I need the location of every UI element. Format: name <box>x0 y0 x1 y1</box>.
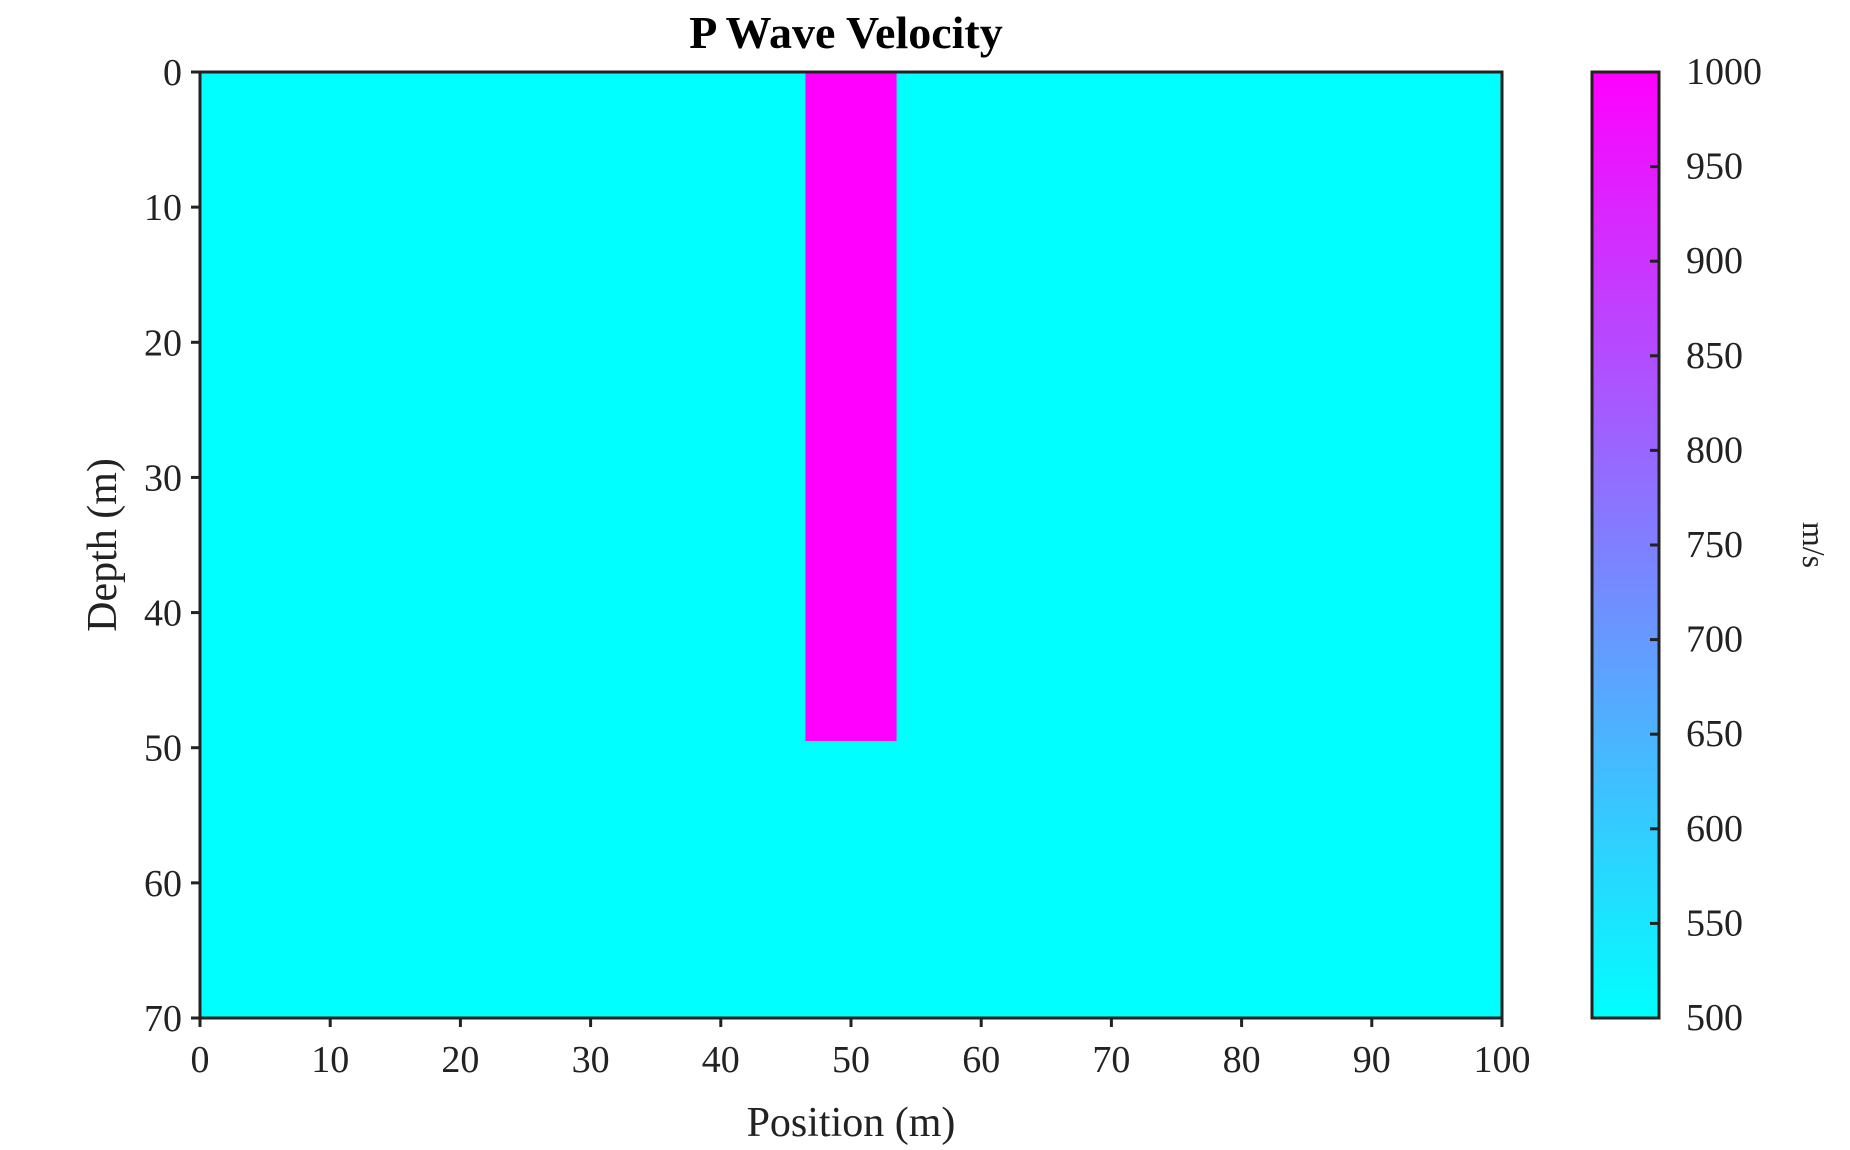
x-tick-label: 50 <box>832 1039 870 1081</box>
y-axis-ticks: 0 10 20 30 40 50 60 70 <box>144 52 200 1040</box>
x-tick-label: 0 <box>191 1039 210 1081</box>
colorbar-tick-label: 850 <box>1686 335 1743 377</box>
x-tick-label: 60 <box>962 1039 1000 1081</box>
colorbar-label: m/s <box>1796 522 1832 568</box>
x-tick-label: 40 <box>702 1039 740 1081</box>
y-tick-label: 40 <box>144 593 182 635</box>
y-tick-label: 10 <box>144 187 182 229</box>
plot-area <box>198 70 1504 1020</box>
colorbar-tick-label: 550 <box>1686 902 1743 944</box>
velocity-regions <box>805 72 897 741</box>
x-axis-label: Position (m) <box>747 1100 956 1146</box>
x-tick-label: 70 <box>1092 1039 1130 1081</box>
x-tick-label: 30 <box>572 1039 610 1081</box>
colorbar-tick-label: 1000 <box>1686 51 1762 93</box>
colorbar-tick-label: 700 <box>1686 619 1743 661</box>
x-tick-label: 100 <box>1474 1039 1531 1081</box>
colorbar-ticks: 500 550 600 650 700 750 800 850 900 950 1000 <box>1650 51 1762 1039</box>
x-tick-label: 20 <box>441 1039 479 1081</box>
y-tick-label: 50 <box>144 728 182 770</box>
colorbar-tick-label: 650 <box>1686 713 1743 755</box>
colorbar-tick-label: 800 <box>1686 429 1743 471</box>
chart-title: P Wave Velocity <box>689 7 1003 58</box>
colorbar-tick-label: 500 <box>1686 997 1743 1039</box>
y-tick-label: 20 <box>144 322 182 364</box>
colorbar-tick-label: 600 <box>1686 808 1743 850</box>
velocity-region <box>805 72 897 741</box>
y-tick-label: 0 <box>163 52 182 94</box>
x-tick-label: 10 <box>311 1039 349 1081</box>
x-axis-ticks: 0 10 20 30 40 50 60 70 80 90 100 <box>191 1018 1531 1081</box>
colorbar-gradient <box>1590 70 1661 1020</box>
colorbar-tick-label: 750 <box>1686 524 1743 566</box>
colorbar: 500 550 600 650 700 750 800 850 900 950 1000 m/s <box>1590 51 1832 1039</box>
y-tick-label: 70 <box>144 998 182 1040</box>
x-tick-label: 80 <box>1223 1039 1261 1081</box>
y-tick-label: 30 <box>144 457 182 499</box>
colorbar-tick-label: 900 <box>1686 240 1743 282</box>
x-tick-label: 90 <box>1353 1039 1391 1081</box>
colorbar-tick-label: 950 <box>1686 146 1743 188</box>
y-axis-label: Depth (m) <box>80 458 126 632</box>
y-tick-label: 60 <box>144 863 182 905</box>
